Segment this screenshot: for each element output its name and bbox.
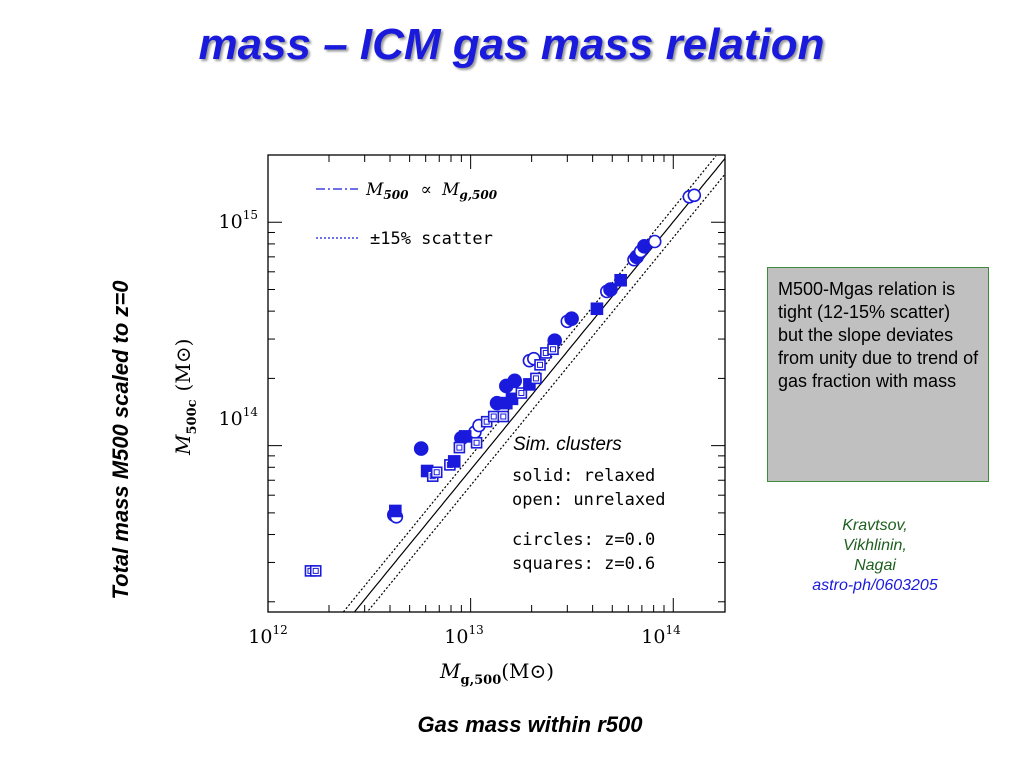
note-text: M500-Mgas relation is tight (12-15% scat…	[778, 279, 979, 391]
point-square-filled	[523, 378, 536, 391]
point-circle-filled	[564, 311, 579, 327]
scatter-line-lower	[368, 173, 726, 611]
annotation-line-squares: squares: z=0.6	[512, 554, 655, 574]
chart-annotation: Sim. clusters solid: relaxed open: unrel…	[512, 434, 666, 574]
x-axis-caption: Gas mass within r500	[417, 712, 643, 737]
point-square-inner	[473, 439, 480, 446]
citation-author: Vikhlinin,	[843, 537, 907, 554]
point-square-open	[430, 466, 443, 479]
y-tick-labels: 1014 1015	[219, 208, 259, 430]
minor-ticks	[268, 154, 725, 612]
legend-label-scatter: ±15% scatter	[370, 229, 493, 249]
point-square-open	[534, 359, 546, 371]
x-axis-title: Mg,500(M⊙)	[439, 659, 554, 688]
point-square-filled	[590, 302, 604, 316]
point-circle-filled	[603, 282, 618, 297]
point-square-open	[487, 410, 500, 423]
point-square-inner	[456, 444, 463, 451]
point-square-inner	[550, 346, 557, 353]
point-square-inner	[433, 469, 440, 476]
point-circle-filled	[507, 373, 523, 389]
point-square-open	[530, 372, 542, 385]
point-circle-filled	[413, 441, 429, 456]
slide-title: mass – ICM gas mass relation	[198, 20, 825, 69]
y-tick-label: 1014	[219, 405, 259, 430]
plot-border	[267, 154, 726, 613]
point-square-open	[470, 436, 483, 449]
annotation-line-unrelaxed: open: unrelaxed	[512, 490, 666, 510]
point-square-inner	[532, 375, 539, 382]
annotation-line-relaxed: solid: relaxed	[512, 466, 655, 486]
point-square-open	[309, 565, 322, 577]
point-square-filled	[447, 455, 461, 468]
point-square-filled	[389, 504, 402, 518]
citation-arxiv: astro-ph/0603205	[812, 577, 938, 594]
citation-author: Kravtsov,	[842, 517, 908, 534]
point-square-inner	[518, 390, 525, 397]
best-fit-line	[354, 158, 726, 612]
point-square-open	[453, 441, 466, 454]
point-circle-open	[687, 188, 702, 203]
point-square-open	[547, 343, 559, 356]
point-square-filled	[505, 392, 519, 406]
citation: Kravtsov, Vikhlinin, Nagai astro-ph/0603…	[770, 516, 980, 596]
y-axis-caption: Total mass M500 scaled to z=0	[108, 280, 133, 600]
x-tick-label: 1013	[444, 623, 483, 648]
x-tick-label: 1014	[641, 623, 681, 648]
point-square-filled	[614, 273, 627, 287]
plot-frame	[267, 154, 726, 613]
point-square-inner	[537, 361, 544, 368]
point-square-open	[497, 410, 510, 423]
annotation-line-circles: circles: z=0.0	[512, 530, 655, 550]
data-points	[304, 188, 702, 577]
point-square-inner	[312, 567, 319, 574]
point-circle-open	[647, 234, 662, 249]
citation-author: Nagai	[854, 557, 896, 574]
point-square-inner	[490, 413, 497, 420]
chart-legend: M500 ∝ Mg,500 ±15% scatter	[316, 180, 498, 249]
major-ticks	[267, 155, 725, 612]
annotation-heading: Sim. clusters	[513, 434, 622, 455]
legend-label-fit: M500 ∝ Mg,500	[365, 180, 498, 202]
point-square-open	[515, 387, 528, 399]
y-axis-title: M500c(M⊙)	[171, 339, 200, 456]
point-square-inner	[500, 413, 507, 420]
relation-lines	[342, 155, 726, 613]
point-square-filled	[458, 430, 472, 443]
x-tick-labels: 1012 1013 1014	[248, 623, 681, 648]
x-tick-label: 1012	[248, 623, 287, 648]
note-box: M500-Mgas relation is tight (12-15% scat…	[767, 267, 989, 482]
y-tick-label: 1015	[219, 208, 258, 233]
